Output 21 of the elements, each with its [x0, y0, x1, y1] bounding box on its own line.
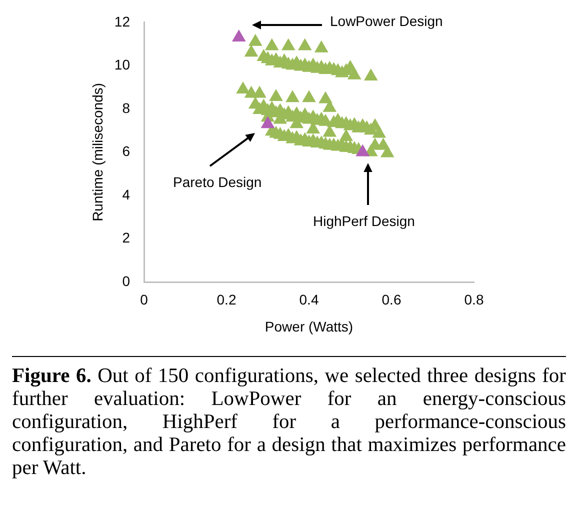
y-tick-label: 2 [122, 230, 130, 246]
y-axis-title: Runtime (miliseconds) [89, 82, 106, 222]
point [261, 116, 274, 128]
x-tick-label: 0 [140, 291, 148, 308]
x-axis-title: Power (Watts) [264, 318, 354, 334]
annotation: HighPerf Design [313, 212, 415, 229]
y-tick-label: 10 [114, 56, 130, 73]
y-tick-label: 12 [114, 13, 130, 30]
annotation: LowPower Design [330, 12, 443, 29]
y-tick-label: 8 [122, 100, 130, 116]
y-tick-label: 4 [122, 186, 130, 202]
point [232, 30, 246, 42]
x-tick-label: 0.2 [216, 291, 236, 308]
caption: Figure 6. Out of 150 configurations, we selected three designs for further evaluation: LowPower for an energy-conscious configuration, HighPerf for a performance-conscious configuration, and Pareto for a design that maximizes performance per Watt. [12, 365, 566, 480]
point [356, 144, 370, 156]
x-tick-label: 0.4 [299, 291, 319, 308]
y-tick-label: 0 [122, 272, 130, 289]
x-tick-label: 0.8 [464, 291, 484, 308]
annotation: Pareto Design [173, 174, 262, 190]
x-tick-label: 0.6 [382, 291, 402, 308]
y-tick-label: 6 [122, 143, 130, 160]
